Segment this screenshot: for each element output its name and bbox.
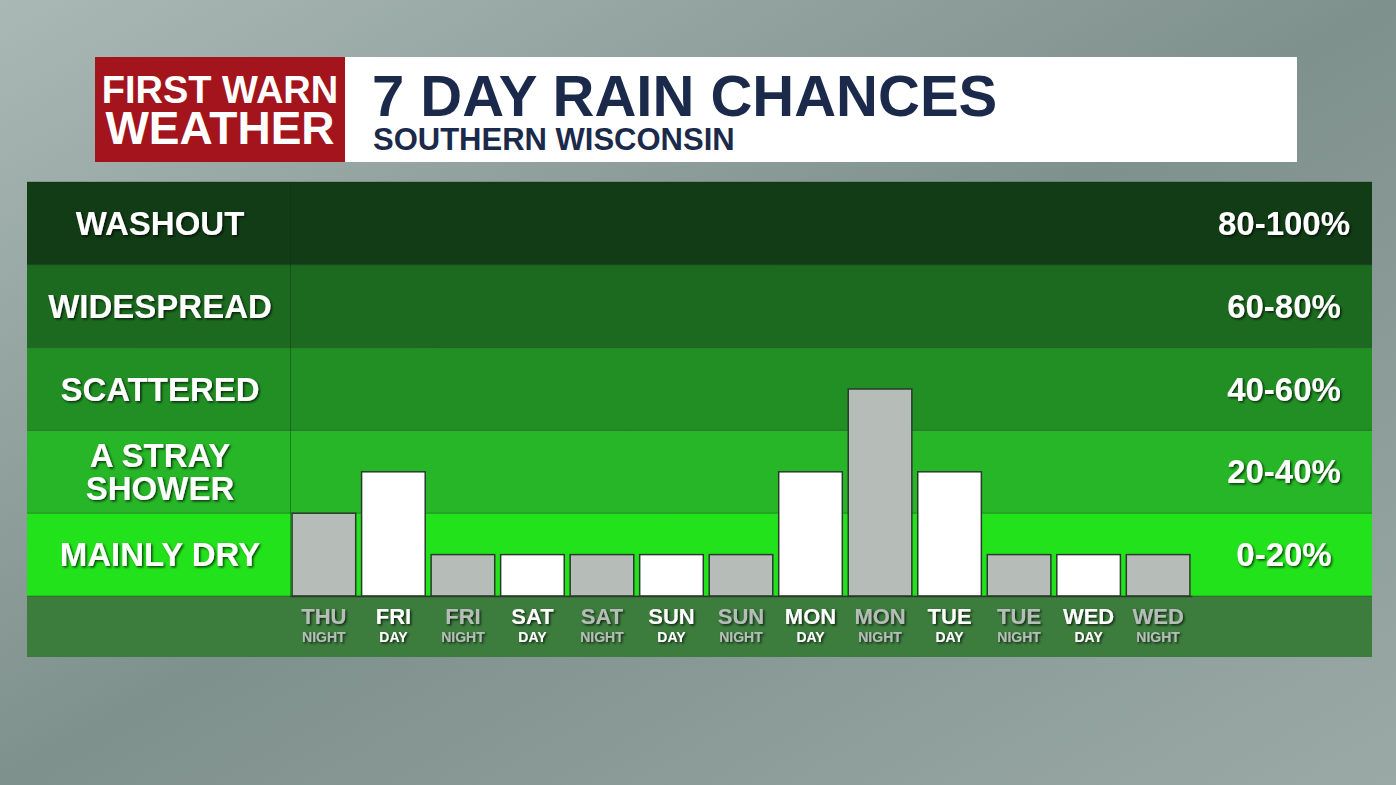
- bar: [918, 472, 982, 596]
- axis-strip: [27, 596, 1372, 657]
- bar: [848, 389, 912, 596]
- grid-line: [27, 347, 1372, 348]
- x-tick-label: WEDNIGHT: [1132, 604, 1183, 645]
- x-tick-label: MONDAY: [785, 604, 836, 645]
- bar: [501, 555, 565, 596]
- grid-line: [27, 430, 1372, 431]
- band: [27, 265, 1372, 348]
- grid-line: [27, 182, 1372, 183]
- grid-line: [27, 513, 1372, 514]
- band-labels: MAINLY DRY 0-20% A STRAYSHOWER 20-40% SCATTE…: [48, 205, 1350, 573]
- x-tick-label: FRINIGHT: [441, 604, 485, 645]
- chart: FIRST WARNWEATHER7 DAY RAIN CHANCESSOUTH…: [0, 0, 1396, 785]
- subtitle: SOUTHERN WISCONSIN: [373, 122, 735, 157]
- x-tick: WEDDAY: [1063, 596, 1114, 645]
- y-axis-line: [290, 183, 291, 597]
- x-tick: SUNNIGHT: [718, 596, 764, 645]
- x-tick-label: SUNDAY: [648, 604, 694, 645]
- x-tick: WEDNIGHT: [1132, 596, 1183, 645]
- background: [0, 0, 1396, 785]
- x-tick: SATDAY: [511, 596, 554, 645]
- x-tick: TUEDAY: [928, 596, 972, 645]
- bar: [362, 472, 426, 596]
- x-tick-label: SATNIGHT: [580, 604, 624, 645]
- x-tick-label: FRIDAY: [376, 604, 411, 645]
- bar: [709, 555, 773, 596]
- x-axis: THUNIGHT FRIDAY FRINIGHT SATDAY SATNIGHT SUND…: [291, 596, 1193, 645]
- header: FIRST WARNWEATHER7 DAY RAIN CHANCESSOUTH…: [95, 57, 1297, 162]
- band-label: SCATTERED: [60, 371, 259, 408]
- grid-line: [27, 264, 1372, 265]
- x-tick-label: MONNIGHT: [854, 604, 905, 645]
- bar: [1126, 555, 1190, 596]
- band-label: MAINLY DRY: [60, 536, 260, 573]
- x-tick-label: SUNNIGHT: [718, 604, 764, 645]
- logo-box: [95, 57, 345, 162]
- bar: [1057, 555, 1121, 596]
- logo-text: WEATHER: [105, 102, 334, 154]
- band-label: WASHOUT: [76, 205, 245, 242]
- grid: [27, 182, 1372, 596]
- header-box: [95, 57, 1297, 162]
- bar: [779, 472, 843, 596]
- band: [27, 182, 1372, 265]
- x-tick: THUNIGHT: [301, 596, 346, 645]
- y-axis: [290, 183, 292, 597]
- band-range-label: 40-60%: [1227, 371, 1341, 408]
- band-range-label: 0-20%: [1236, 536, 1331, 573]
- band-range-label: 20-40%: [1227, 453, 1341, 490]
- bar: [987, 555, 1051, 596]
- x-tick-label: TUENIGHT: [997, 604, 1041, 645]
- x-tick: SUNDAY: [648, 596, 694, 645]
- title: 7 DAY RAIN CHANCES: [372, 63, 997, 128]
- band: [27, 348, 1372, 431]
- x-tick-label: TUEDAY: [928, 604, 972, 645]
- band: [27, 430, 1372, 513]
- band-range-label: 80-100%: [1218, 205, 1350, 242]
- x-tick: MONNIGHT: [854, 596, 905, 645]
- bars: [292, 389, 1190, 596]
- bar: [570, 555, 634, 596]
- x-tick: SATNIGHT: [580, 596, 624, 645]
- band-range-label: 60-80%: [1227, 288, 1341, 325]
- x-tick: FRINIGHT: [441, 596, 485, 645]
- x-tick-label: WEDDAY: [1063, 604, 1114, 645]
- band: [27, 513, 1372, 596]
- x-tick-label: SATDAY: [511, 604, 554, 645]
- bands: [27, 182, 1372, 596]
- x-tick-label: THUNIGHT: [301, 604, 346, 645]
- band-label: WIDESPREAD: [48, 288, 272, 325]
- bar: [292, 513, 356, 596]
- x-axis-line: [291, 596, 1193, 598]
- x-tick: TUENIGHT: [997, 596, 1041, 645]
- x-tick: MONDAY: [785, 596, 836, 645]
- x-tick: FRIDAY: [376, 596, 411, 645]
- band-label: A STRAYSHOWER: [86, 437, 235, 507]
- bar: [431, 555, 495, 596]
- bar: [640, 555, 704, 596]
